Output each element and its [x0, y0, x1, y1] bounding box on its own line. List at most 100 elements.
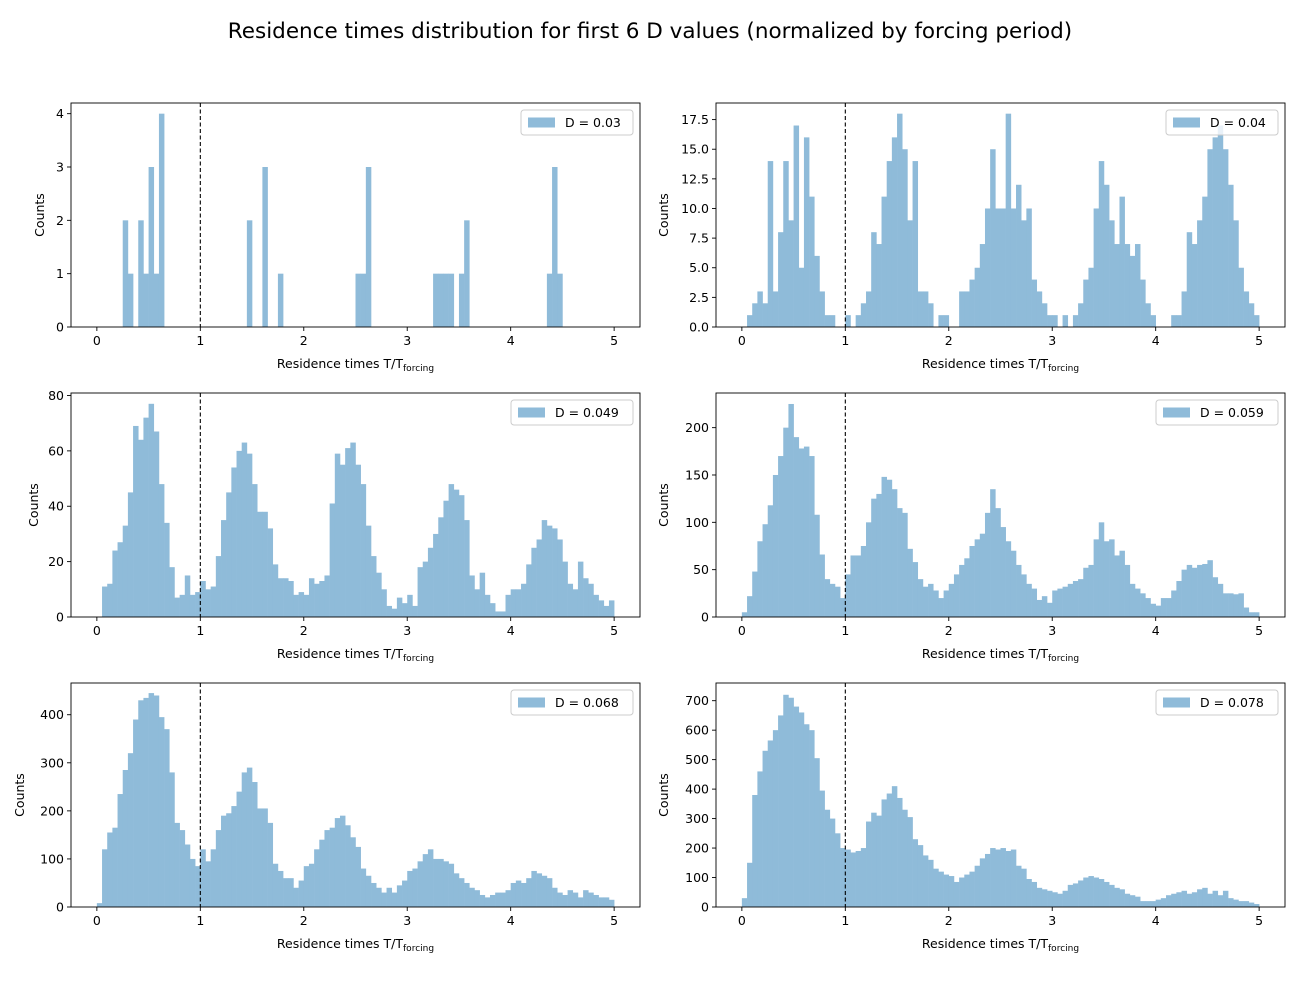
histogram-bar: [762, 303, 769, 327]
histogram-bar: [1098, 161, 1105, 327]
histogram-bar: [195, 592, 201, 617]
histogram-bar: [1212, 577, 1219, 617]
histogram-bar: [1233, 594, 1239, 617]
histogram-bar: [1010, 849, 1017, 907]
histogram-bar: [443, 500, 449, 617]
histogram-bar: [1041, 889, 1048, 907]
histogram-bar: [1222, 890, 1229, 907]
histogram-bar: [1124, 244, 1131, 327]
histogram-bar: [365, 525, 372, 617]
y-tick-label: 3: [56, 160, 64, 175]
y-tick-label: 200: [40, 803, 64, 818]
x-tick-label: 4: [1152, 333, 1160, 348]
histogram-bar: [298, 592, 305, 617]
histogram-bar: [783, 161, 789, 327]
subplot-1: 0 1 2 3 4 5 0 1 2 3 4 Residence times T/Tforcing Cou…: [32, 102, 641, 374]
histogram-bar: [200, 581, 206, 617]
histogram-bar: [577, 561, 584, 617]
histogram-bar: [122, 525, 129, 617]
histogram-bar: [422, 854, 429, 907]
histogram-bar: [778, 715, 784, 907]
histogram-bars: [96, 693, 615, 907]
histogram-bar: [277, 578, 284, 617]
histogram-bar: [984, 853, 991, 907]
histogram-bar: [443, 273, 449, 327]
histogram-bar: [593, 594, 599, 617]
histogram-bar: [876, 815, 882, 907]
histogram-bar: [974, 539, 981, 617]
histogram-bar: [907, 817, 913, 907]
histogram-bar: [1238, 267, 1244, 327]
histogram-bar: [562, 561, 568, 617]
histogram-bar: [117, 542, 124, 617]
histogram-bar: [891, 137, 898, 327]
legend-box: [510, 689, 634, 716]
histogram-bar: [793, 437, 800, 617]
histogram-bar: [448, 484, 455, 617]
histogram-bar: [143, 697, 149, 907]
histogram-bar: [1093, 877, 1100, 907]
histogram-bar: [339, 815, 346, 907]
y-tick-label: 100: [40, 851, 64, 866]
histogram-bar: [953, 574, 960, 617]
histogram-bar: [1145, 901, 1151, 907]
histogram-bar: [1176, 315, 1182, 327]
histogram-bar: [133, 719, 139, 907]
histogram-bar: [241, 772, 248, 907]
histogram-bar: [169, 567, 175, 617]
x-tick-label: 5: [610, 913, 618, 928]
y-axis-label: Counts: [32, 193, 47, 237]
histogram-bar: [96, 903, 103, 907]
histogram-bar: [562, 894, 568, 907]
histogram-bar: [552, 528, 558, 617]
histogram-bar: [495, 892, 501, 907]
histogram-bar: [1119, 550, 1125, 617]
histogram-bar: [979, 244, 986, 327]
histogram-bar: [458, 878, 465, 907]
histogram-bar: [1021, 868, 1027, 907]
x-tick-label: 4: [1152, 623, 1160, 638]
histogram-bar: [226, 492, 232, 617]
y-tick-label: 1: [56, 266, 64, 281]
legend-label: D = 0.03: [565, 115, 621, 130]
histogram-bar: [834, 586, 841, 617]
histogram-bars: [747, 113, 1260, 328]
legend-box: [1155, 689, 1279, 716]
x-axis-label-subscript: forcing: [403, 944, 434, 954]
histogram-bar: [221, 815, 227, 907]
histogram-bar: [840, 598, 846, 617]
histogram-bar: [257, 808, 263, 907]
y-tick-label: 150: [685, 467, 709, 482]
histogram-bar: [500, 611, 506, 617]
y-axis-label: Counts: [656, 773, 671, 817]
histogram-bar: [757, 291, 763, 327]
histogram-bar: [959, 291, 965, 327]
x-tick-label: 4: [507, 333, 515, 348]
histogram-bar: [1016, 184, 1022, 327]
histogram-bar: [122, 220, 129, 327]
histogram-bar: [871, 812, 877, 907]
x-tick-label: 3: [1048, 913, 1056, 928]
histogram-bar: [741, 898, 748, 907]
x-tick-label: 3: [1048, 623, 1056, 638]
histogram-bar: [814, 758, 820, 907]
histogram-bar: [303, 594, 310, 617]
histogram-bar: [272, 863, 279, 907]
histogram-bar: [1036, 887, 1043, 907]
histogram-bar: [1010, 208, 1017, 327]
histogram-bar: [158, 484, 165, 617]
histogram-bar: [510, 882, 517, 907]
axes-frame: [70, 102, 641, 328]
x-tick-label: 0: [738, 333, 746, 348]
histogram-bar: [1191, 567, 1198, 617]
histogram-bar: [881, 476, 887, 617]
histogram-bar: [102, 586, 108, 617]
histogram-bar: [603, 605, 610, 617]
y-tick-label: 4: [56, 106, 64, 121]
histogram-bar: [928, 583, 934, 617]
histogram-bar: [583, 578, 589, 617]
histogram-bar: [427, 547, 434, 617]
histogram-bar: [788, 403, 794, 617]
histogram-bar: [464, 882, 470, 907]
histogram-bar: [984, 208, 991, 327]
